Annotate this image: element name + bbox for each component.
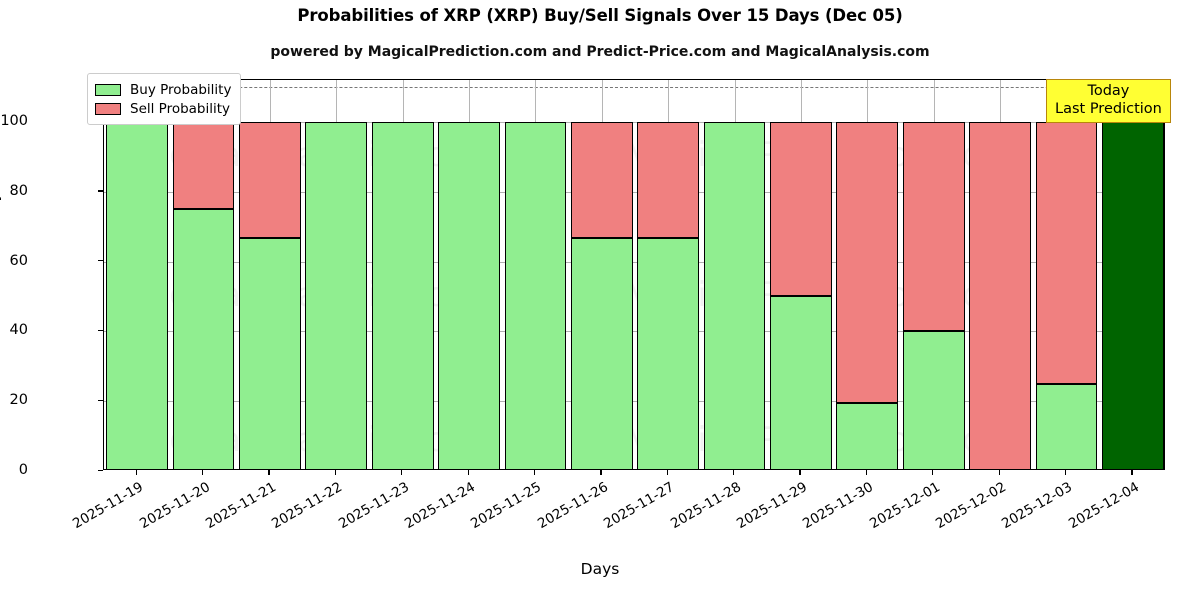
- bar-segment-sell[interactable]: [570, 121, 633, 239]
- bar-segment-sell[interactable]: [969, 121, 1031, 469]
- legend-item-buy[interactable]: Buy Probability: [95, 80, 231, 99]
- bar-group[interactable]: [637, 80, 700, 469]
- x-tick-mark: [401, 470, 403, 475]
- bar-group[interactable]: [902, 80, 965, 469]
- bar-group[interactable]: [770, 80, 832, 469]
- gridline-horizontal: [104, 121, 1164, 123]
- bar-segment-sell[interactable]: [637, 121, 700, 239]
- plot-canvas: MagicalAnalysis.comMagicalAnalysis.comMa…: [104, 80, 1164, 469]
- bar-group[interactable]: [305, 80, 368, 469]
- bar-segment-buy[interactable]: [239, 238, 301, 469]
- bar-segment-sell[interactable]: [836, 121, 899, 403]
- y-tick-label: 80: [9, 182, 28, 199]
- bar-group[interactable]: [570, 80, 633, 469]
- x-tick-mark: [135, 470, 137, 475]
- bar-group[interactable]: [1101, 80, 1164, 469]
- today-annotation: Today Last Prediction: [1046, 79, 1171, 124]
- bar-segment-buy[interactable]: [637, 238, 700, 469]
- bar-group[interactable]: [1035, 80, 1098, 469]
- gridline-horizontal: [104, 261, 1164, 263]
- x-tick-mark: [268, 470, 270, 475]
- bar-group[interactable]: [106, 80, 169, 469]
- bar-segment-buy[interactable]: [106, 121, 169, 469]
- bar-segment-sell[interactable]: [770, 121, 832, 297]
- bar-group[interactable]: [504, 80, 567, 469]
- y-tick-label: 60: [9, 252, 28, 269]
- bar-segment-buy[interactable]: [1035, 383, 1098, 469]
- y-tick-label: 0: [18, 462, 28, 478]
- bar-group[interactable]: [172, 80, 235, 469]
- bar-segment-buy[interactable]: [504, 121, 567, 469]
- page-title: Probabilities of XRP (XRP) Buy/Sell Sign…: [297, 6, 903, 25]
- chart-legend: Buy Probability Sell Probability: [87, 73, 242, 125]
- today-annotation-line1: Today: [1087, 83, 1130, 99]
- x-tick-mark: [865, 470, 868, 475]
- x-tick-mark: [1131, 470, 1133, 475]
- gridline-horizontal: [104, 191, 1164, 193]
- bar-segment-today[interactable]: [1101, 121, 1164, 469]
- x-axis-title: Days: [580, 560, 620, 578]
- y-tick-mark: [98, 399, 103, 401]
- x-tick-mark: [334, 470, 337, 475]
- bar-segment-buy[interactable]: [305, 121, 368, 469]
- y-tick-label: 40: [9, 322, 28, 339]
- bar-group[interactable]: [836, 80, 899, 469]
- legend-swatch-sell-icon: [95, 102, 121, 115]
- y-tick-mark: [98, 190, 103, 192]
- y-tick-label: 100: [0, 112, 28, 129]
- bar-segment-buy[interactable]: [770, 296, 832, 469]
- bar-segment-buy[interactable]: [836, 402, 899, 469]
- bar-group[interactable]: [969, 80, 1031, 469]
- today-annotation-line2: Last Prediction: [1055, 100, 1162, 117]
- bar-segment-buy[interactable]: [438, 121, 500, 469]
- bar-segment-sell[interactable]: [902, 121, 965, 332]
- y-tick-label: 20: [9, 392, 28, 409]
- legend-label-buy: Buy Probability: [130, 81, 232, 98]
- x-tick-mark: [666, 470, 668, 475]
- x-tick-mark: [799, 470, 801, 475]
- plot-area: MagicalAnalysis.comMagicalAnalysis.comMa…: [103, 79, 1165, 470]
- x-tick-mark: [932, 470, 934, 475]
- x-tick-mark: [467, 470, 469, 475]
- bar-segment-buy[interactable]: [703, 121, 766, 469]
- bar-segment-buy[interactable]: [371, 121, 434, 469]
- x-tick-mark: [733, 470, 735, 475]
- bar-segment-sell[interactable]: [172, 121, 235, 210]
- y-tick-mark: [98, 329, 103, 332]
- gridline-horizontal: [104, 401, 1164, 403]
- bar-group[interactable]: [438, 80, 500, 469]
- chart-subtitle: powered by MagicalPrediction.com and Pre…: [270, 44, 930, 60]
- gridline-threshold-dashed: [104, 86, 1164, 88]
- legend-item-sell[interactable]: Sell Probability: [95, 99, 231, 118]
- bar-segment-sell[interactable]: [239, 121, 301, 239]
- bar-group[interactable]: [703, 80, 766, 469]
- bar-segment-buy[interactable]: [172, 209, 235, 469]
- bar-group[interactable]: [371, 80, 434, 469]
- gridline-horizontal: [104, 331, 1164, 333]
- x-tick-mark: [600, 470, 602, 475]
- bar-group[interactable]: [239, 80, 301, 469]
- x-tick-mark: [202, 470, 204, 475]
- bar-segment-buy[interactable]: [570, 238, 633, 469]
- bar-segment-sell[interactable]: [1035, 121, 1098, 384]
- x-tick-mark: [998, 470, 1000, 475]
- y-tick-mark: [98, 469, 103, 471]
- y-axis-title: Probability: [0, 192, 2, 274]
- bar-segment-buy[interactable]: [902, 331, 965, 469]
- x-tick-mark: [1064, 470, 1067, 475]
- legend-label-sell: Sell Probability: [130, 100, 231, 117]
- legend-swatch-buy-icon: [95, 83, 121, 96]
- x-tick-mark: [533, 470, 536, 475]
- y-tick-mark: [98, 260, 103, 262]
